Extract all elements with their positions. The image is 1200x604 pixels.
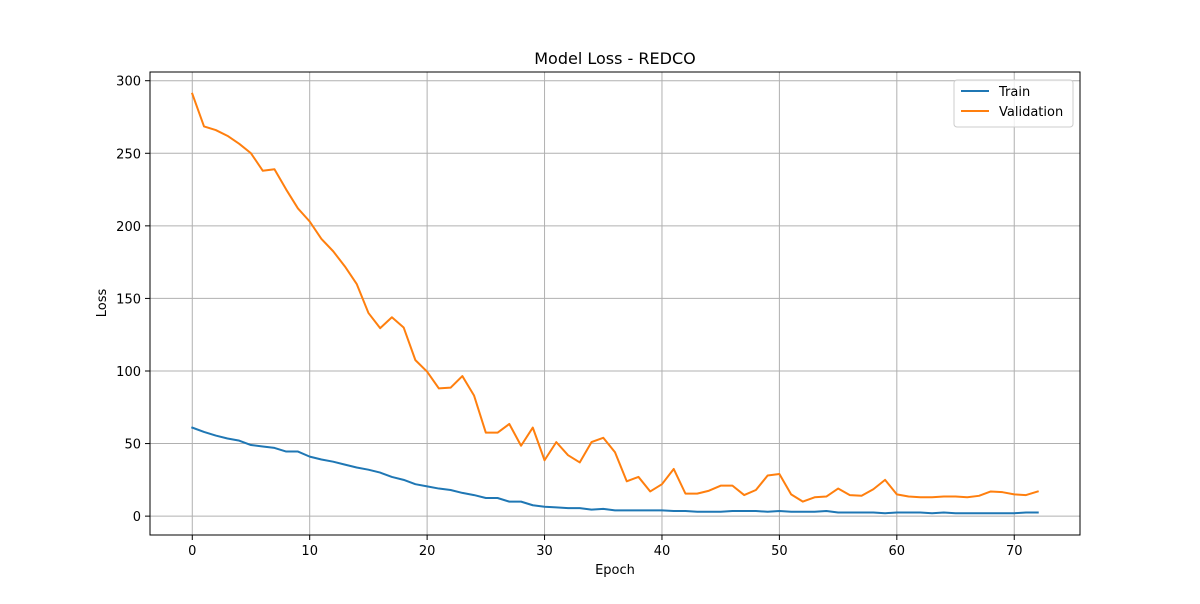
plot-frame bbox=[149, 71, 1081, 536]
x-axis-label: Epoch bbox=[595, 563, 635, 578]
legend-label-validation: Validation bbox=[999, 105, 1063, 120]
x-tick-label: 60 bbox=[889, 544, 906, 559]
y-tick-label: 250 bbox=[116, 147, 141, 162]
y-tick-label: 150 bbox=[116, 292, 141, 307]
y-tick-label: 0 bbox=[133, 510, 141, 525]
y-tick-label: 100 bbox=[116, 365, 141, 380]
chart-title: Model Loss - REDCO bbox=[534, 49, 695, 68]
grid bbox=[150, 72, 1080, 535]
y-axis-label: Loss bbox=[95, 289, 110, 318]
series-line-train bbox=[190, 426, 1039, 515]
y-tick-label: 50 bbox=[124, 438, 141, 453]
y-tick-label: 200 bbox=[116, 220, 141, 235]
legend: Train Validation bbox=[953, 79, 1074, 128]
y-tick-label: 300 bbox=[116, 75, 141, 90]
legend-label-train: Train bbox=[998, 85, 1030, 100]
x-tick-label: 70 bbox=[1006, 544, 1023, 559]
series-line-validation bbox=[190, 92, 1039, 503]
x-tick-label: 20 bbox=[419, 544, 436, 559]
x-tick-label: 0 bbox=[188, 544, 196, 559]
x-tick-label: 50 bbox=[771, 544, 788, 559]
x-tick-label: 30 bbox=[536, 544, 553, 559]
series-lines bbox=[190, 92, 1039, 515]
axes: 0 10 20 30 40 50 60 70 0 50 100 150 200 250 300 bbox=[116, 75, 1022, 559]
x-tick-label: 10 bbox=[301, 544, 318, 559]
x-tick-label: 40 bbox=[654, 544, 671, 559]
